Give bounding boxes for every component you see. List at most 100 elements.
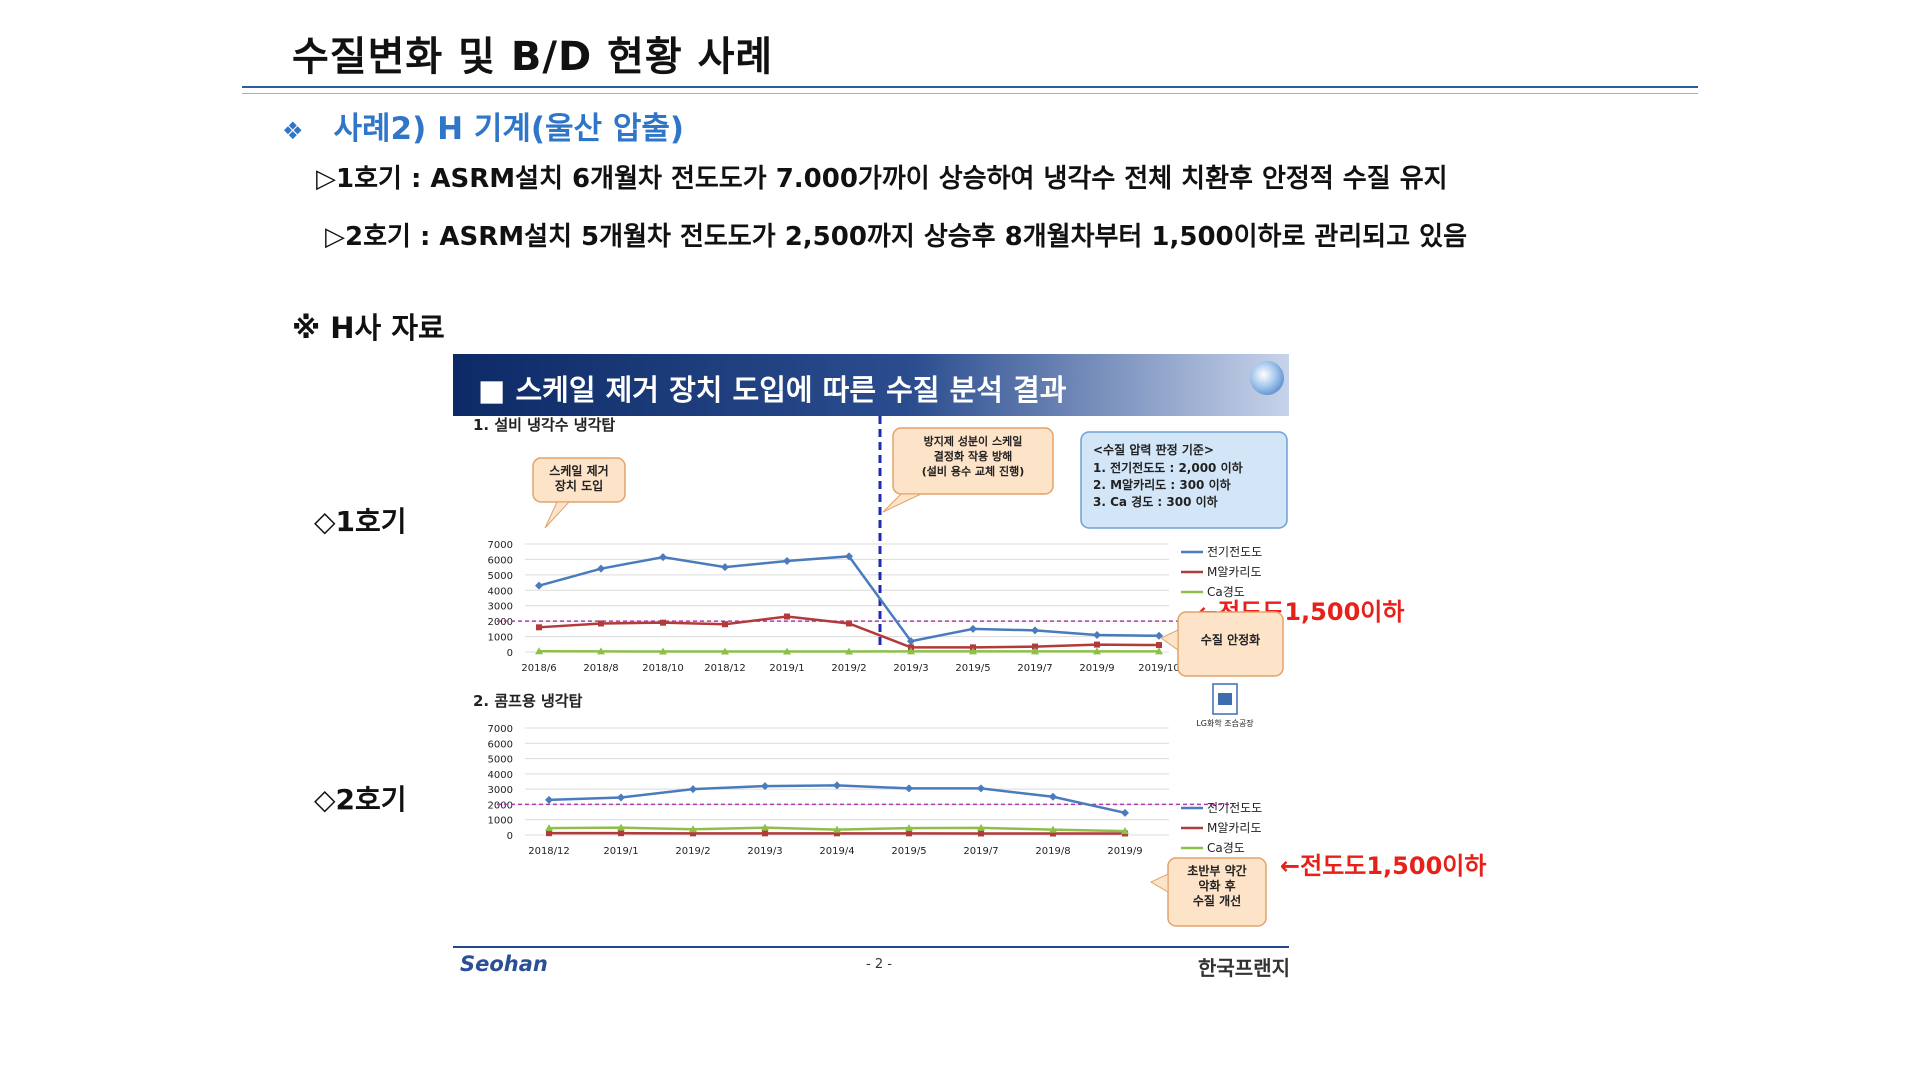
x-tick-label: 2019/3 bbox=[747, 846, 782, 857]
title-divider bbox=[242, 86, 1698, 88]
data-point bbox=[834, 830, 840, 837]
data-point bbox=[977, 823, 985, 831]
y-tick-label: 1000 bbox=[488, 816, 513, 827]
data-point bbox=[1093, 647, 1101, 655]
data-point bbox=[659, 553, 667, 562]
case-label: 사례2) H 기계(울산 압출) bbox=[333, 111, 685, 147]
data-point bbox=[597, 564, 605, 573]
chart-title: 1. 설비 냉각수 냉각탑 bbox=[473, 416, 615, 434]
x-tick-label: 2019/2 bbox=[831, 663, 866, 674]
data-point bbox=[908, 644, 914, 651]
data-point bbox=[617, 823, 625, 831]
x-tick-label: 2019/9 bbox=[1107, 846, 1142, 857]
data-point bbox=[660, 619, 666, 626]
unit1-description: ▷1호기 : ASRM설치 6개월차 전도도가 7.000가까이 상승하여 냉각… bbox=[316, 164, 1448, 194]
data-point bbox=[545, 795, 553, 804]
x-tick-label: 2019/3 bbox=[893, 663, 928, 674]
y-tick-label: 6000 bbox=[488, 739, 513, 750]
replace-callout-text: 방지제 성분이 스케일 bbox=[924, 434, 1023, 448]
data-point bbox=[1156, 642, 1162, 649]
install-callout-pointer bbox=[544, 501, 571, 529]
x-tick-label: 2018/8 bbox=[583, 663, 618, 674]
x-tick-label: 2019/8 bbox=[1035, 846, 1070, 857]
legend-label: 전기전도도 bbox=[1207, 545, 1262, 559]
x-tick-label: 2019/4 bbox=[819, 846, 854, 857]
y-tick-label: 6000 bbox=[488, 555, 513, 566]
data-point bbox=[659, 647, 667, 655]
data-point bbox=[535, 647, 543, 655]
legend-label: 전기전도도 bbox=[1207, 801, 1262, 815]
data-point bbox=[905, 824, 913, 832]
data-point bbox=[845, 647, 853, 655]
improve-callout-pointer bbox=[1149, 873, 1169, 893]
page-title: 수질변화 및 B/D 현황 사례 bbox=[292, 34, 774, 80]
report-banner bbox=[453, 354, 1289, 416]
replace-callout-text: (설비 용수 교체 진행) bbox=[922, 464, 1025, 478]
criteria-heading: <수질 압력 판정 기준> bbox=[1093, 442, 1214, 457]
x-tick-label: 2018/12 bbox=[528, 846, 570, 857]
data-point bbox=[977, 784, 985, 793]
x-tick-label: 2019/9 bbox=[1079, 663, 1114, 674]
unit2-description: ▷2호기 : ASRM설치 5개월차 전도도가 2,500까지 상승후 8개월차… bbox=[325, 222, 1468, 252]
legend-label: M알카리도 bbox=[1207, 565, 1262, 579]
x-tick-label: 2019/10 bbox=[1138, 663, 1180, 674]
x-tick-label: 2019/7 bbox=[1017, 663, 1052, 674]
data-point bbox=[969, 624, 977, 633]
y-tick-label: 0 bbox=[507, 648, 513, 659]
data-point bbox=[845, 552, 853, 561]
data-point bbox=[618, 830, 624, 837]
data-point bbox=[761, 823, 769, 831]
data-point bbox=[1121, 827, 1129, 835]
stable-callout-pointer bbox=[1160, 629, 1179, 651]
improve-callout-text: 수질 개선 bbox=[1193, 893, 1241, 908]
data-point bbox=[833, 781, 841, 790]
unit2-label: ◇2호기 bbox=[314, 783, 407, 816]
data-point bbox=[1049, 792, 1057, 801]
x-tick-label: 2019/5 bbox=[955, 663, 990, 674]
chart-title: 2. 콤프용 냉각탑 bbox=[473, 692, 583, 710]
data-point bbox=[535, 581, 543, 590]
stable-callout-text: 수질 안정화 bbox=[1201, 632, 1260, 647]
data-point bbox=[721, 563, 729, 572]
x-tick-label: 2018/12 bbox=[704, 663, 746, 674]
data-point bbox=[783, 556, 791, 565]
x-tick-label: 2019/1 bbox=[603, 846, 638, 857]
data-point bbox=[846, 620, 852, 627]
data-point bbox=[690, 830, 696, 837]
data-point bbox=[617, 793, 625, 802]
data-point bbox=[689, 825, 697, 833]
source-note: ※ H사 자료 bbox=[292, 311, 445, 345]
data-point bbox=[1031, 626, 1039, 635]
y-tick-label: 4000 bbox=[488, 770, 513, 781]
data-point bbox=[598, 620, 604, 627]
footer-company-right: 한국프랜지 bbox=[1198, 956, 1290, 980]
data-point bbox=[546, 830, 552, 837]
legend-label: M알카리도 bbox=[1207, 821, 1262, 835]
criteria-line: 1. 전기전도도 : 2,000 이하 bbox=[1093, 460, 1243, 475]
data-point bbox=[1155, 647, 1163, 655]
x-tick-label: 2018/10 bbox=[642, 663, 684, 674]
title-divider-thin bbox=[242, 93, 1698, 94]
file-caption: LG화학 조습공장 bbox=[1196, 718, 1254, 728]
data-point bbox=[545, 824, 553, 832]
y-tick-label: 3000 bbox=[488, 602, 513, 613]
improve-callout-text: 초반부 약간 bbox=[1187, 863, 1246, 878]
data-point bbox=[722, 621, 728, 628]
footer-divider bbox=[453, 946, 1289, 948]
x-tick-label: 2019/7 bbox=[963, 846, 998, 857]
data-point bbox=[907, 647, 915, 655]
data-point bbox=[905, 784, 913, 793]
x-tick-label: 2019/2 bbox=[675, 846, 710, 857]
data-point bbox=[907, 637, 915, 646]
data-point bbox=[689, 785, 697, 794]
y-tick-label: 2000 bbox=[488, 800, 513, 811]
file-icon-mark bbox=[1218, 693, 1232, 705]
y-tick-label: 4000 bbox=[488, 586, 513, 597]
data-point bbox=[1032, 643, 1038, 650]
y-tick-label: 7000 bbox=[488, 724, 513, 735]
data-point bbox=[1121, 808, 1129, 817]
y-tick-label: 5000 bbox=[488, 755, 513, 766]
data-point bbox=[762, 830, 768, 837]
x-tick-label: 2018/6 bbox=[521, 663, 556, 674]
install-callout-text: 스케일 제거 bbox=[549, 463, 608, 478]
